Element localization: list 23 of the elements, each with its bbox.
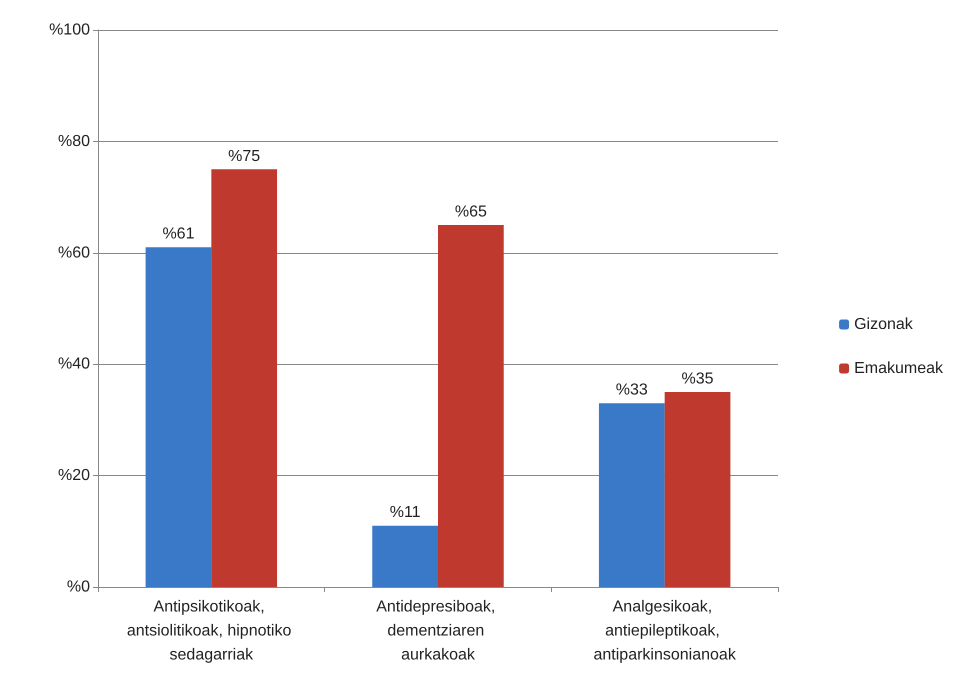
x-tick-label: Analgesikoak, antiepileptikoak, antiparkinsonianoak bbox=[594, 598, 737, 664]
data-label: %11 bbox=[390, 504, 421, 522]
y-tick-label: %100 bbox=[49, 22, 90, 38]
x-tick-label: Antipsikotikoak, antsiolitikoak, hipnotiko sedagarriak bbox=[126, 598, 296, 664]
y-tick-label: %0 bbox=[66, 578, 90, 596]
data-label: %35 bbox=[682, 370, 714, 388]
legend-label: Gizonak bbox=[854, 316, 914, 333]
bar bbox=[146, 247, 212, 587]
data-label: %65 bbox=[454, 203, 487, 220]
data-label: %61 bbox=[162, 226, 195, 243]
bar bbox=[664, 392, 730, 587]
y-tick-label: %60 bbox=[58, 244, 90, 262]
data-label: %33 bbox=[616, 382, 648, 399]
data-label: %75 bbox=[228, 148, 260, 165]
bar bbox=[438, 224, 504, 587]
legend-label: Emakumeak bbox=[854, 360, 944, 377]
bar bbox=[598, 403, 665, 587]
y-tick-label: %80 bbox=[58, 132, 90, 150]
bar bbox=[211, 169, 278, 587]
x-tick-label: Antidepresiboak, dementziaren aurkakoak bbox=[376, 598, 500, 664]
y-tick-label: %20 bbox=[58, 467, 90, 484]
y-tick-label: %40 bbox=[58, 356, 90, 373]
bar bbox=[372, 526, 438, 587]
